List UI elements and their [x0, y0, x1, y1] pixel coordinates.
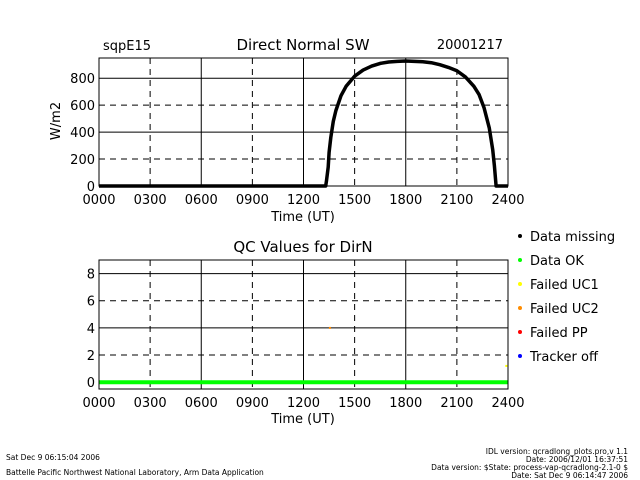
legend-label: Failed UC2 [530, 302, 599, 317]
chart-title: QC Values for DirN [233, 238, 372, 256]
direct-normal-chart: Direct Normal SW W/m2 Time (UT) 0000 0300… [49, 36, 525, 225]
x-tick-label: 0600 [185, 193, 218, 208]
x-tick-label: 0000 [82, 193, 115, 208]
legend-item: Failed PP [518, 326, 588, 341]
legend-item: Data missing [518, 230, 615, 245]
x-tick-label: 2100 [440, 396, 473, 411]
x-tick-label: 1200 [287, 396, 320, 411]
y-tick-label: 4 [87, 322, 95, 337]
date-label: 20001217 [437, 38, 503, 53]
site-label: sqpE15 [103, 39, 151, 54]
x-tick-label: 0000 [82, 396, 115, 411]
x-tick-label: 0300 [134, 396, 167, 411]
qc-values-chart: QC Values for DirN Time (UT) 0000 0300 060… [82, 238, 524, 427]
x-tick-label: 2400 [491, 193, 524, 208]
y-tick-label: 600 [70, 99, 95, 114]
idl-version: IDL version: qcradlong_plots.pro,v 1.1 [486, 447, 628, 456]
plot-frame [98, 259, 509, 390]
idl-date: Date: 2006/12/01 16:37:51 [526, 455, 628, 464]
legend-marker [518, 330, 522, 334]
legend-item: Tracker off [518, 350, 599, 365]
x-axis-label: Time (UT) [270, 412, 335, 427]
y-tick-label: 0 [87, 376, 95, 391]
y-tick-label: 2 [87, 349, 95, 364]
series-line [99, 59, 508, 188]
x-tick-label: 0900 [236, 193, 269, 208]
x-tick-label: 1800 [389, 193, 422, 208]
x-axis-label: Time (UT) [270, 210, 335, 225]
data-point [505, 364, 508, 367]
legend-marker [518, 234, 522, 238]
y-tick-label: 8 [87, 268, 95, 283]
x-tick-label: 2100 [440, 193, 473, 208]
x-tick-label: 1500 [338, 396, 371, 411]
legend-item: Failed UC1 [518, 278, 599, 293]
y-axis-label: W/m2 [49, 102, 64, 140]
generated-timestamp: Sat Dec 9 06:15:04 2006 [6, 453, 100, 462]
y-tick-label: 800 [70, 72, 95, 87]
legend-marker [518, 258, 522, 262]
y-tick-label: 400 [70, 126, 95, 141]
x-tick-label: 1500 [338, 193, 371, 208]
legend-label: Failed PP [530, 326, 588, 341]
legend-item: Data OK [518, 254, 584, 269]
legend-label: Failed UC1 [530, 278, 599, 293]
x-tick-label: 0900 [236, 396, 269, 411]
x-tick-label: 0300 [134, 193, 167, 208]
y-tick-label: 0 [87, 180, 95, 195]
legend-item: Failed UC2 [518, 302, 599, 317]
legend: Data missing Data OK Failed UC1 Failed U… [518, 230, 615, 365]
y-tick-label: 200 [70, 153, 95, 168]
y-tick-label: 6 [87, 295, 95, 310]
data-date: Date: Sat Dec 9 06:14:47 2006 [511, 471, 628, 480]
legend-marker [518, 306, 522, 310]
legend-marker [518, 354, 522, 358]
x-tick-label: 1800 [389, 396, 422, 411]
legend-marker [518, 282, 522, 286]
legend-label: Tracker off [529, 350, 599, 365]
plot-frame [98, 57, 509, 187]
data-version: Data version: $State: process-vap-qcradl… [431, 463, 628, 472]
data-point [328, 326, 331, 329]
chart-title: Direct Normal SW [236, 36, 369, 54]
x-tick-label: 2400 [491, 396, 524, 411]
x-tick-label: 0600 [185, 396, 218, 411]
institution-label: Battelle Pacific Northwest National Labo… [6, 468, 264, 477]
legend-label: Data missing [530, 230, 615, 245]
legend-label: Data OK [530, 254, 584, 269]
x-tick-label: 1200 [287, 193, 320, 208]
